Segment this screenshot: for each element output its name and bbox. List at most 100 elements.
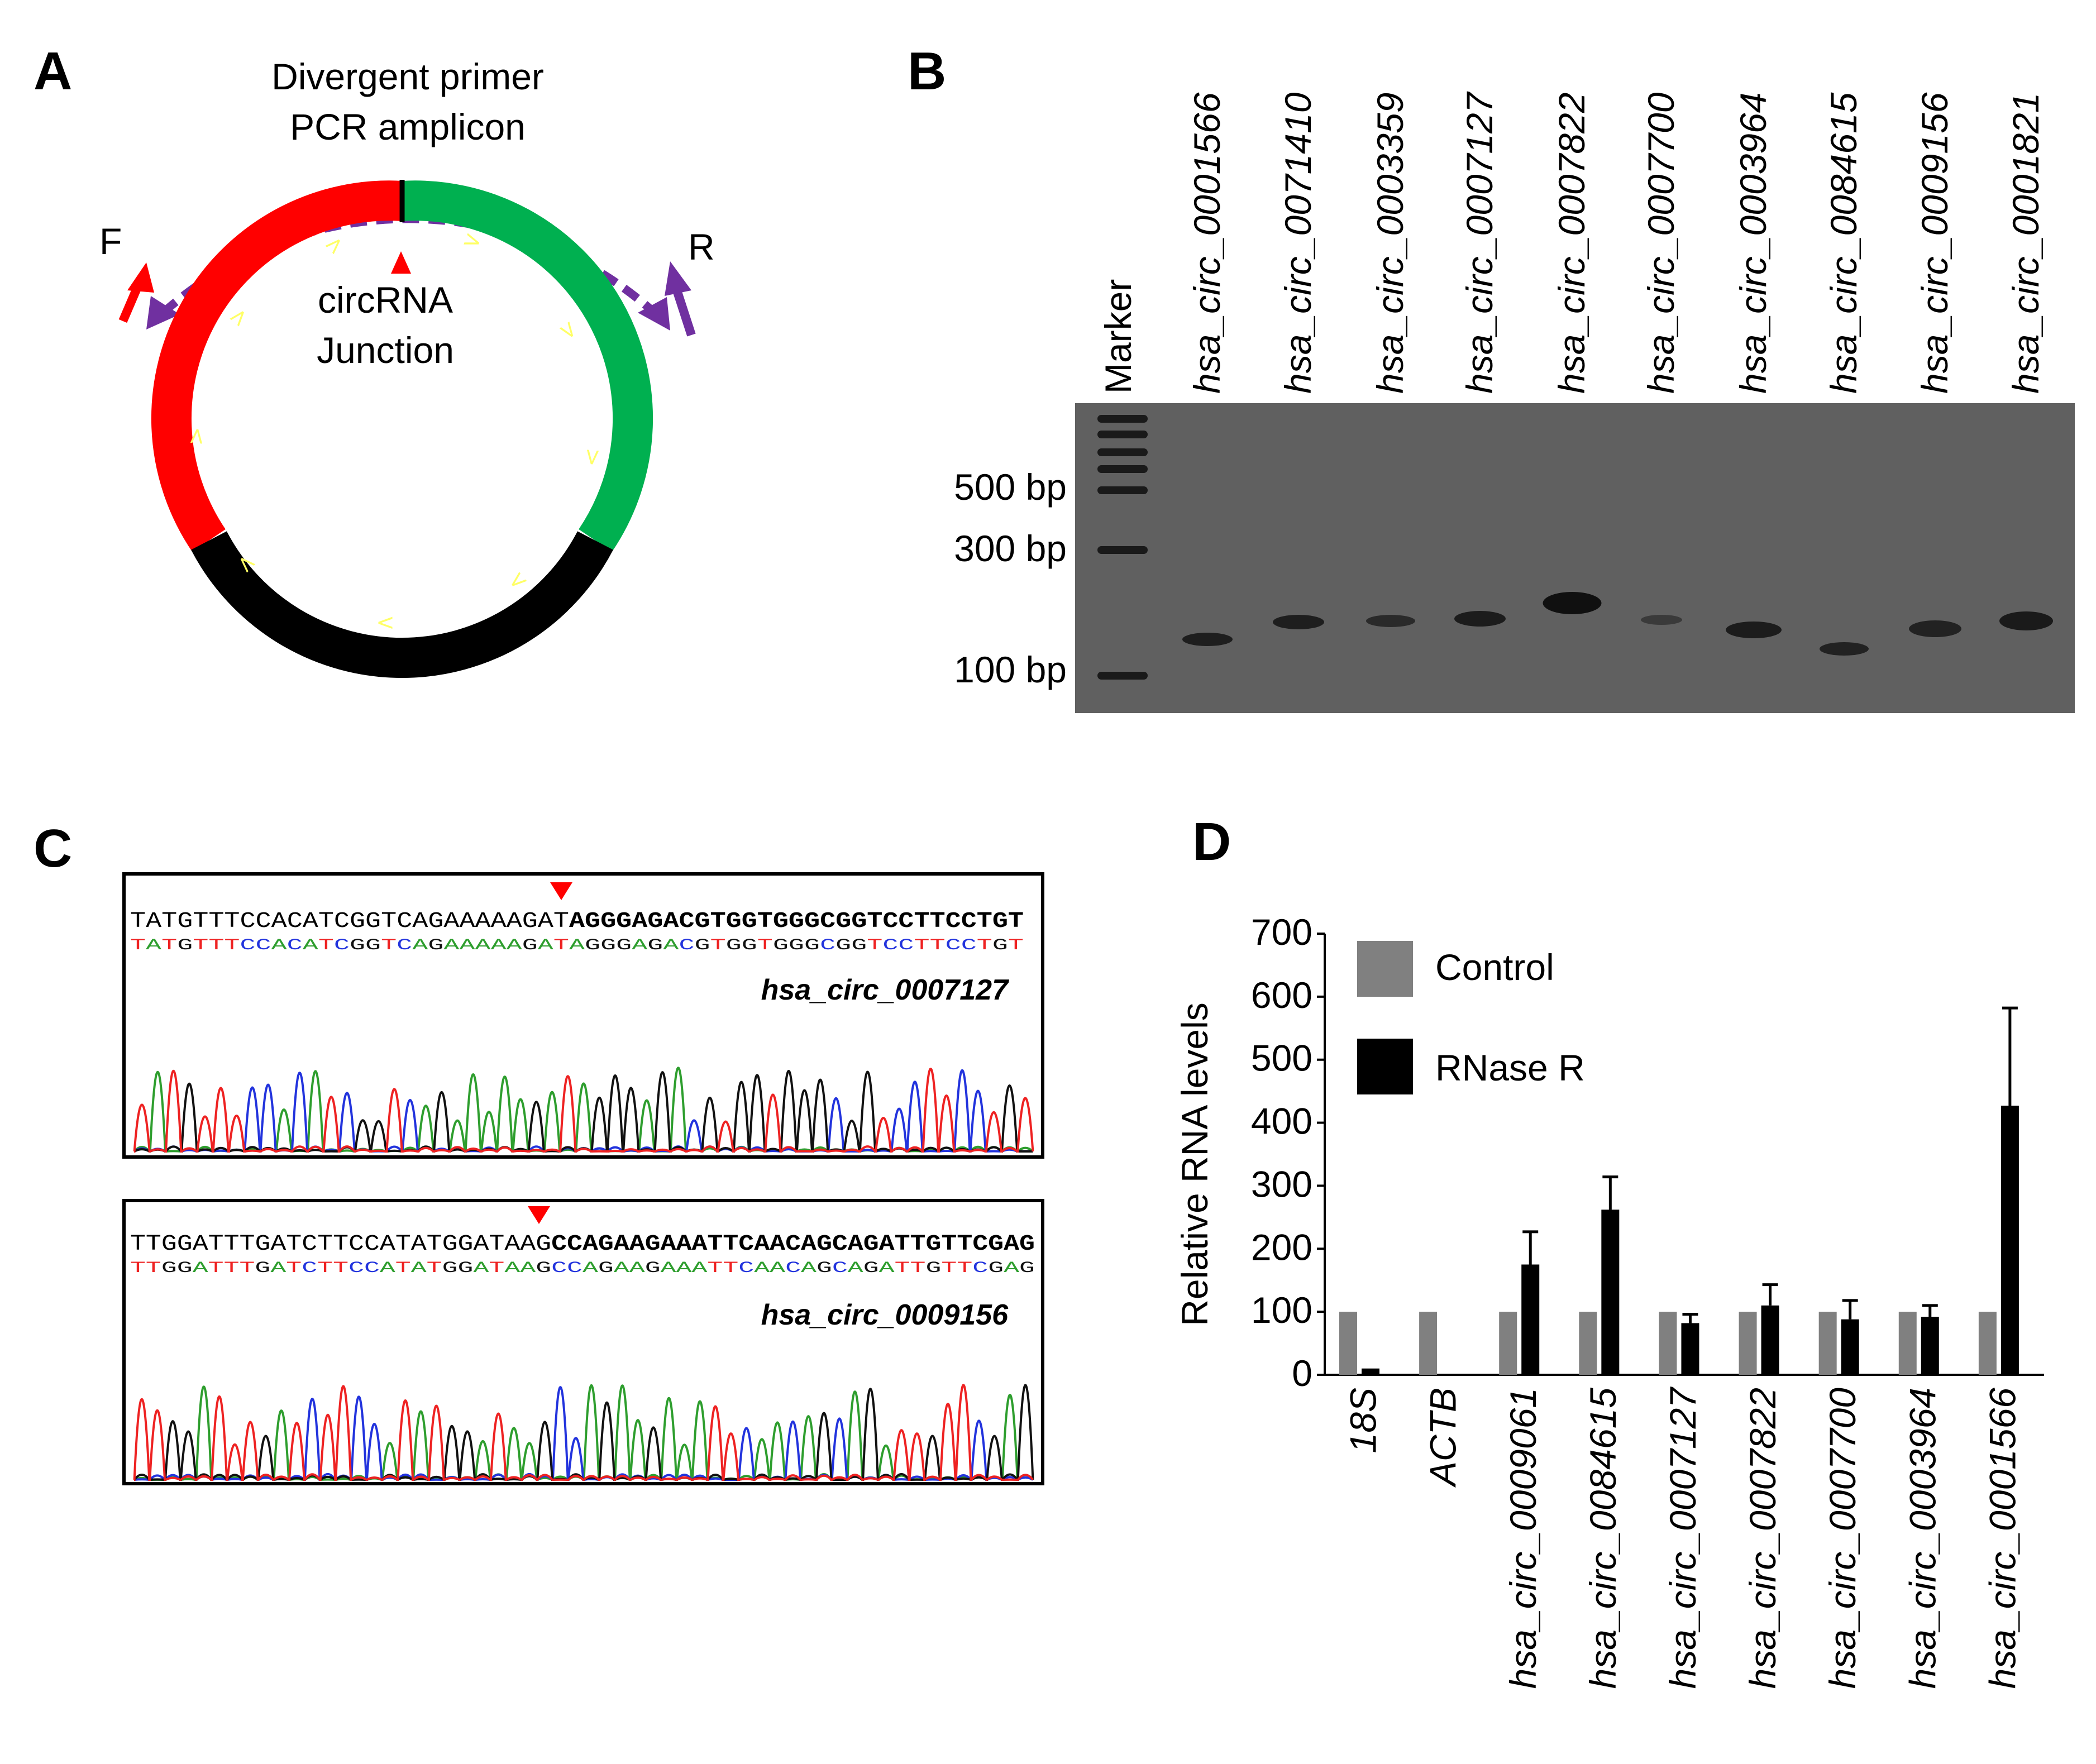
x-category-label: 18S bbox=[1343, 1388, 1384, 1453]
amplicon-title-line2: PCR amplicon bbox=[290, 106, 526, 147]
x-category-label: hsa_circ_0007700 bbox=[1822, 1388, 1863, 1689]
lane-label: hsa_circ_0007700 bbox=[1640, 92, 1682, 394]
lane-label: hsa_circ_0003964 bbox=[1732, 93, 1774, 394]
basecall: G bbox=[616, 937, 632, 954]
y-tick-label: 700 bbox=[1251, 911, 1312, 953]
gel-band bbox=[1366, 615, 1415, 627]
basecall: T bbox=[146, 1260, 161, 1277]
basecall: A bbox=[801, 1260, 817, 1277]
legend-label-rnase: RNase R bbox=[1435, 1047, 1585, 1088]
basecall: A bbox=[459, 937, 475, 954]
basecall: A bbox=[538, 937, 553, 954]
basecall: C bbox=[820, 937, 835, 954]
basecall: T bbox=[224, 937, 240, 954]
bar-rnase-r bbox=[1921, 1317, 1939, 1375]
basecall: C bbox=[287, 937, 303, 954]
basecall: G bbox=[992, 937, 1008, 954]
basecall: A bbox=[848, 1260, 863, 1277]
bar-control bbox=[1978, 1312, 1997, 1375]
basecall: G bbox=[647, 937, 663, 954]
y-tick-label: 500 bbox=[1251, 1038, 1312, 1079]
size-label-100: 100 bp bbox=[954, 649, 1067, 690]
forward-primer-arrowhead bbox=[127, 262, 154, 293]
basecall: T bbox=[895, 1260, 910, 1277]
bar-rnase-r bbox=[1841, 1319, 1859, 1375]
basecall: A bbox=[629, 1260, 645, 1277]
basecall: A bbox=[193, 1260, 208, 1277]
basecall: T bbox=[240, 1260, 255, 1277]
basecall: A bbox=[569, 937, 585, 954]
basecall: T bbox=[867, 937, 882, 954]
trace-name-1: hsa_circ_0007127 bbox=[761, 974, 1009, 1006]
trace-T bbox=[133, 1068, 1034, 1153]
y-axis-label: Relative RNA levels bbox=[1174, 1002, 1215, 1326]
gel-band bbox=[1273, 615, 1324, 629]
basecall: A bbox=[632, 937, 647, 954]
ring-arrow-glyph: < bbox=[376, 610, 395, 635]
basecall: T bbox=[286, 1260, 302, 1277]
marker-band bbox=[1097, 486, 1148, 494]
basecall: C bbox=[240, 937, 255, 954]
x-category-label: ACTB bbox=[1422, 1388, 1464, 1488]
basecall: A bbox=[491, 937, 507, 954]
basecall: T bbox=[130, 937, 146, 954]
lane-label: hsa_circ_0071410 bbox=[1277, 92, 1319, 394]
basecall: T bbox=[914, 937, 930, 954]
bar-rnase-r bbox=[2000, 1106, 2019, 1375]
basecall: T bbox=[910, 1260, 926, 1277]
basecall: C bbox=[348, 1260, 364, 1277]
basecall: A bbox=[520, 1260, 536, 1277]
basecall: G bbox=[365, 937, 381, 954]
basecall: A bbox=[770, 1260, 785, 1277]
lane-label: hsa_circ_0007127 bbox=[1459, 91, 1500, 394]
x-category-label: hsa_circ_0007127 bbox=[1662, 1387, 1703, 1689]
basecall: T bbox=[161, 937, 177, 954]
gel-image bbox=[1075, 403, 2075, 713]
basecall: A bbox=[504, 1260, 520, 1277]
junction-marker-2 bbox=[528, 1206, 550, 1224]
basecall: T bbox=[130, 1260, 146, 1277]
basecall: A bbox=[507, 937, 522, 954]
forward-primer-label: F bbox=[99, 221, 122, 262]
basecall: G bbox=[817, 1260, 832, 1277]
sequence-line-2: TTGGATTTGATCTTCCATATGGATAAG CCAGAAGAAATTC… bbox=[130, 1232, 1035, 1257]
ring-arrow-glyph: < bbox=[579, 447, 606, 467]
junction-marker-1 bbox=[550, 882, 572, 900]
bar-rnase-r bbox=[1601, 1210, 1620, 1375]
basecall: C bbox=[256, 937, 271, 954]
basecall: T bbox=[957, 1260, 972, 1277]
basecall: G bbox=[804, 937, 820, 954]
x-category-label: hsa_circ_0003964 bbox=[1902, 1388, 1943, 1689]
basecall: G bbox=[161, 1260, 177, 1277]
basecall: A bbox=[692, 1260, 708, 1277]
basecall: A bbox=[663, 937, 679, 954]
bar-control bbox=[1499, 1312, 1517, 1375]
basecall: G bbox=[695, 937, 710, 954]
ring-arrow-glyph: < bbox=[502, 565, 533, 597]
basecall: A bbox=[303, 937, 318, 954]
basecall: G bbox=[925, 1260, 941, 1277]
marker-band bbox=[1097, 546, 1148, 554]
basecall: G bbox=[600, 937, 616, 954]
basecall: A bbox=[475, 937, 491, 954]
basecall: A bbox=[411, 1260, 427, 1277]
gel-bands bbox=[1097, 415, 2053, 680]
basecall: G bbox=[255, 1260, 270, 1277]
basecall: G bbox=[645, 1260, 661, 1277]
basecall: T bbox=[333, 1260, 348, 1277]
basecall: A bbox=[614, 1260, 629, 1277]
basecall: C bbox=[302, 1260, 317, 1277]
basecall: G bbox=[1019, 1260, 1035, 1277]
ring-arrow-glyph: < bbox=[319, 230, 350, 261]
panel-a-label: A bbox=[34, 41, 72, 101]
lane-label: hsa_circ_0009156 bbox=[1914, 92, 1955, 394]
basecall: G bbox=[522, 937, 538, 954]
basecall: G bbox=[789, 937, 804, 954]
marker-band bbox=[1097, 672, 1148, 680]
panel-c-label: C bbox=[34, 819, 72, 878]
x-category-label: hsa_circ_0001566 bbox=[1982, 1388, 2023, 1689]
amplicon-right-arrowhead bbox=[638, 297, 670, 331]
basecall: A bbox=[754, 1260, 770, 1277]
